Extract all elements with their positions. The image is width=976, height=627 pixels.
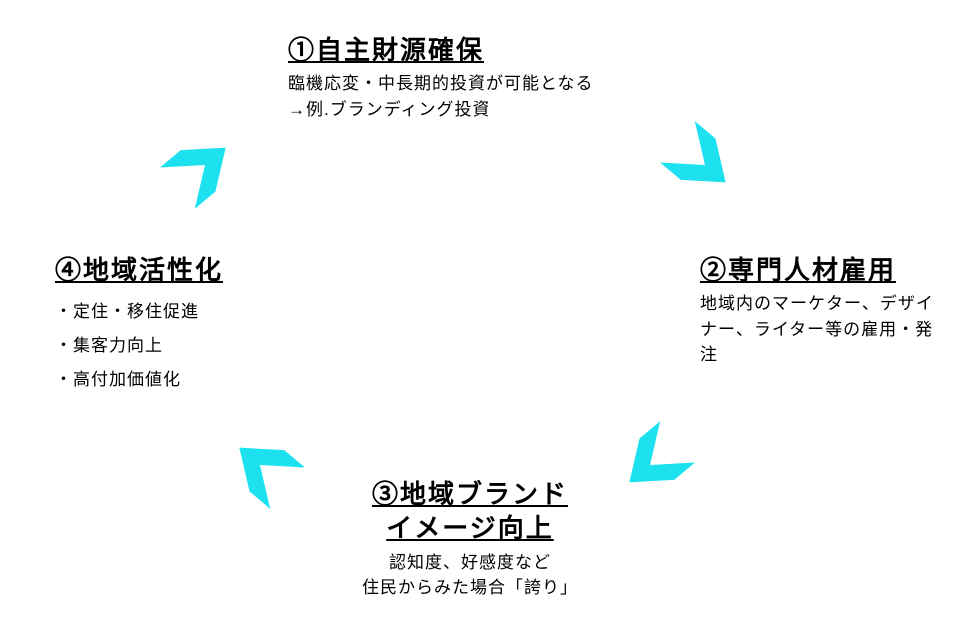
node-2: ②専門人材雇用 地域内のマーケター、デザイナー、ライター等の雇用・発注 (700, 250, 940, 368)
node-4: ④地域活性化 定住・移住促進 集客力向上 高付加価値化 (55, 250, 285, 397)
arrow-2 (605, 420, 695, 510)
node-2-desc: 地域内のマーケター、デザイナー、ライター等の雇用・発注 (700, 291, 940, 368)
node-3-title-line2: イメージ向上 (386, 513, 553, 543)
node-3-title: ③地域ブランド イメージ向上 (330, 478, 610, 546)
arrow-3 (215, 420, 305, 510)
node-2-title: ②専門人材雇用 (700, 250, 940, 287)
arrow-4 (160, 120, 250, 210)
node-1-desc-line2: →例.ブランディング投資 (288, 100, 491, 119)
node-4-bullet-1: 集客力向上 (55, 329, 285, 363)
node-3-desc: 認知度、好感度など 住民からみた場合「誇り」 (330, 550, 610, 601)
node-1-title: ①自主財源確保 (288, 30, 668, 67)
node-3: ③地域ブランド イメージ向上 認知度、好感度など 住民からみた場合「誇り」 (330, 478, 610, 601)
node-3-desc-line2: 住民からみた場合「誇り」 (362, 578, 578, 597)
node-4-title: ④地域活性化 (55, 250, 285, 287)
node-1-desc-line1: 臨機応変・中長期的投資が可能となる (288, 74, 594, 93)
arrow-1 (660, 120, 750, 210)
node-4-bullet-2: 高付加価値化 (55, 363, 285, 397)
node-1: ①自主財源確保 臨機応変・中長期的投資が可能となる →例.ブランディング投資 (288, 30, 668, 122)
node-4-bullets: 定住・移住促進 集客力向上 高付加価値化 (55, 295, 285, 397)
node-4-bullet-0: 定住・移住促進 (55, 295, 285, 329)
node-3-title-line1: ③地域ブランド (372, 479, 568, 509)
node-3-desc-line1: 認知度、好感度など (389, 553, 551, 572)
node-1-desc: 臨機応変・中長期的投資が可能となる →例.ブランディング投資 (288, 71, 668, 122)
